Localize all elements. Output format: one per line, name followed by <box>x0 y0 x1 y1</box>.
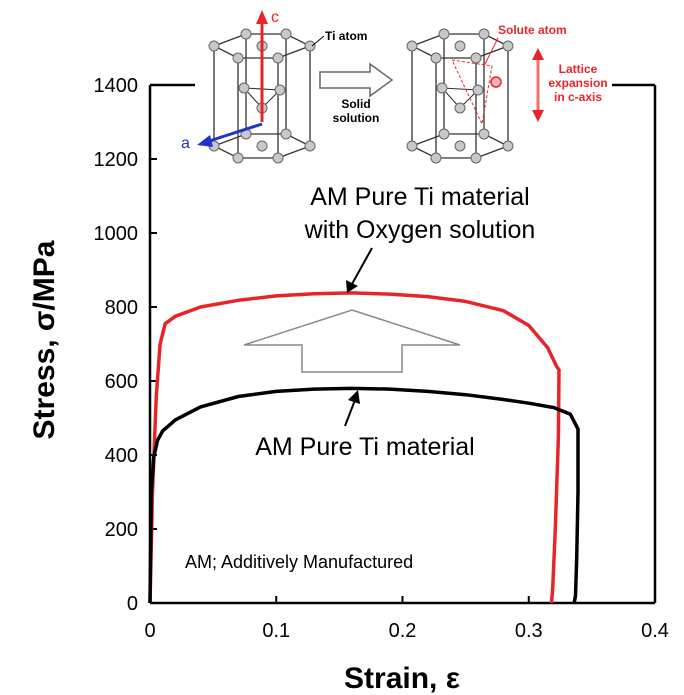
ti-atom <box>438 28 450 40</box>
a-axis-arrow <box>197 122 263 147</box>
ti-atom <box>208 40 220 52</box>
y-tick-label: 400 <box>105 445 138 467</box>
solute-site-outline <box>451 59 493 126</box>
ti-atom <box>272 152 284 164</box>
solid-solution-lattice <box>406 28 514 164</box>
ti-atom <box>430 52 442 64</box>
x-tick-label: 0.3 <box>515 620 543 642</box>
ti-atom <box>304 40 316 52</box>
series-oxygen-curve <box>148 291 561 604</box>
ti-atom <box>502 40 514 52</box>
annotation-oxygen-pointer <box>346 247 373 293</box>
strengthening-arrow <box>243 309 461 373</box>
ti-atom-pointer <box>311 35 325 47</box>
annotation-oxygen-line2: with Oxygen solution <box>304 216 536 244</box>
lattice-inset: c a Ti atom Solid solution Solute atom L… <box>181 9 608 164</box>
ti-atom <box>472 84 484 96</box>
pure-ti-lattice <box>208 28 316 164</box>
ti-atom-label: Ti atom <box>325 29 367 43</box>
x-tick-label: 0 <box>144 620 155 642</box>
ti-atom <box>406 140 418 152</box>
annotation-oxygen-line1: AM Pure Ti material <box>310 183 530 211</box>
lattice-expansion-label-3: in c-axis <box>554 90 602 104</box>
lattice-expansion-arrow <box>532 48 544 122</box>
ti-atom <box>470 152 482 164</box>
x-tick-label: 0.1 <box>262 620 290 642</box>
lattice-expansion-label-1: Lattice <box>559 62 598 76</box>
c-axis-arrow <box>256 10 268 122</box>
ti-atom <box>274 84 286 96</box>
ti-atom <box>280 28 292 40</box>
y-axis-ticks: 0 200 400 600 800 1000 1200 1400 <box>94 75 157 615</box>
a-axis-label: a <box>181 135 190 152</box>
ti-atom <box>240 28 252 40</box>
annotation-pure-ti: AM Pure Ti material <box>255 433 475 461</box>
x-tick-label: 0.2 <box>389 620 417 642</box>
annotation-pure-ti-pointer <box>344 390 360 427</box>
y-tick-label: 600 <box>105 371 138 393</box>
y-tick-label: 1000 <box>94 223 139 245</box>
ti-atom <box>502 140 514 152</box>
ti-atom <box>454 40 466 52</box>
x-axis-title: Strain, ε <box>344 662 460 695</box>
ti-atom <box>406 40 418 52</box>
solute-atom-label: Solute atom <box>498 23 567 37</box>
y-tick-label: 0 <box>127 593 138 615</box>
solute-atom-pointer <box>483 37 499 67</box>
ti-atom <box>232 52 244 64</box>
ti-atom <box>280 128 292 140</box>
solid-solution-label-1: Solid <box>341 97 370 111</box>
ti-atom <box>478 28 490 40</box>
ti-atom <box>454 140 466 152</box>
y-tick-label: 1400 <box>94 75 139 97</box>
ti-atom <box>272 52 284 64</box>
ti-atom <box>304 140 316 152</box>
solid-solution-label-2: solution <box>333 111 380 125</box>
ti-atom <box>256 140 268 152</box>
y-axis-title: Stress, σ/MPa <box>28 240 61 439</box>
y-tick-label: 200 <box>105 519 138 541</box>
transform-arrow <box>319 62 394 98</box>
annotation-am-note: AM; Additively Manufactured <box>185 552 413 572</box>
ti-atom <box>470 52 482 64</box>
ti-atom <box>430 152 442 164</box>
x-axis-ticks: 0 0.1 0.2 0.3 0.4 <box>144 596 669 642</box>
x-tick-label: 0.4 <box>641 620 669 642</box>
solute-atom <box>490 76 502 88</box>
ti-atom <box>438 128 450 140</box>
ti-atom <box>238 82 250 94</box>
ti-atom <box>232 152 244 164</box>
lattice-mid-plane <box>440 87 480 109</box>
series-pure-ti-curve <box>148 386 580 604</box>
y-tick-label: 1200 <box>94 149 139 171</box>
c-axis-label: c <box>271 9 279 26</box>
lattice-expansion-label-2: expansion <box>548 76 607 90</box>
y-tick-label: 800 <box>105 297 138 319</box>
ti-atom <box>454 102 466 114</box>
ti-atom <box>478 128 490 140</box>
series-layer <box>148 291 580 604</box>
ti-atom <box>436 82 448 94</box>
